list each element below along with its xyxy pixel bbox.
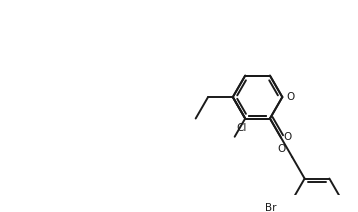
Text: O: O: [277, 144, 285, 154]
Text: Br: Br: [265, 203, 277, 212]
Text: Cl: Cl: [236, 123, 247, 133]
Text: O: O: [286, 92, 295, 102]
Text: O: O: [284, 132, 292, 142]
